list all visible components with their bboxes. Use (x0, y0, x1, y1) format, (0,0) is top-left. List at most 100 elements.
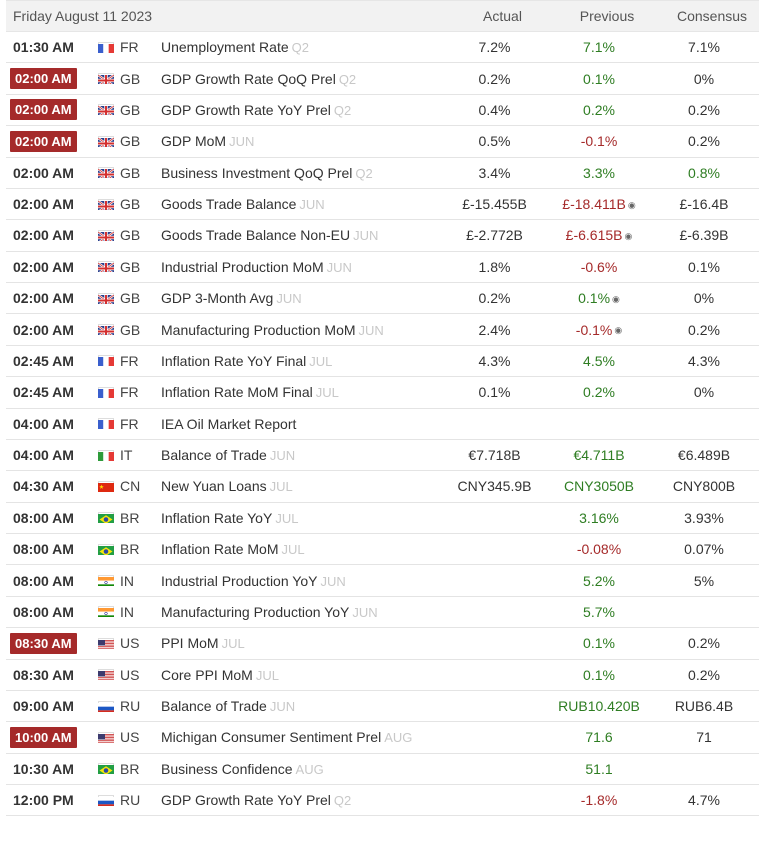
consensus-column-header[interactable]: Consensus (676, 8, 748, 24)
event-name-link[interactable]: Inflation Rate YoY (161, 509, 273, 526)
actual-value: 0.5% (478, 133, 511, 150)
event-cell[interactable]: Industrial Production YoY JUN (161, 573, 448, 589)
event-cell[interactable]: Business Investment QoQ Prel Q2 (161, 165, 448, 181)
event-row[interactable]: 08:30 AM US PPI MoM JUL 0.1% 0.2% (6, 628, 759, 660)
event-name-link[interactable]: GDP Growth Rate YoY Prel (161, 792, 331, 809)
event-name-link[interactable]: Goods Trade Balance (161, 196, 297, 213)
event-reference-period: JUL (221, 636, 245, 652)
event-cell[interactable]: IEA Oil Market Report (161, 416, 448, 432)
event-name-link[interactable]: Manufacturing Production YoY (161, 603, 350, 620)
info-circle-icon[interactable]: ◉ (614, 325, 623, 336)
consensus-value: 0.07% (684, 541, 724, 558)
event-row[interactable]: 12:00 PM RU GDP Growth Rate YoY Prel Q2 -1.8… (6, 785, 759, 817)
event-cell[interactable]: GDP Growth Rate QoQ Prel Q2 (161, 71, 448, 87)
event-row[interactable]: 02:00 AM GB Business Investment QoQ Prel Q2… (6, 158, 759, 189)
event-cell[interactable]: GDP Growth Rate YoY Prel Q2 (161, 102, 448, 118)
event-row[interactable]: 02:00 AM GB Industrial Production MoM JUN 1.… (6, 252, 759, 283)
event-name-link[interactable]: GDP MoM (161, 133, 227, 150)
event-name-link[interactable]: Inflation Rate MoM (161, 541, 279, 558)
event-row[interactable]: 08:30 AM US Core PPI MoM JUL 0.1% 0.2% (6, 660, 759, 691)
event-row[interactable]: 08:00 AM BR Inflation Rate YoY JUL 3.16% 3.93… (6, 503, 759, 534)
event-cell[interactable]: Goods Trade Balance JUN (161, 196, 448, 212)
event-time-cell: 02:00 AM (6, 322, 98, 338)
event-time: 02:00 AM (13, 196, 74, 213)
previous-value: £-6.615B (565, 227, 623, 244)
event-cell[interactable]: GDP 3-Month Avg JUN (161, 290, 448, 306)
gb-flag-icon (98, 261, 114, 273)
event-row[interactable]: 02:00 AM GB Goods Trade Balance JUN £-15.455… (6, 189, 759, 221)
event-row[interactable]: 10:00 AM US Michigan Consumer Sentiment Pr… (6, 722, 759, 754)
previous-value: CNY3050B (563, 478, 635, 495)
event-cell[interactable]: Business Confidence AUG (161, 761, 448, 777)
previous-value-cell: 4.5% (541, 353, 657, 369)
event-name-link[interactable]: Manufacturing Production MoM (161, 321, 356, 338)
event-name-link[interactable]: Industrial Production MoM (161, 258, 324, 275)
previous-value: €4.711B (573, 447, 625, 464)
consensus-value: RUB6.4B (674, 698, 734, 715)
event-row[interactable]: 02:00 AM GB Manufacturing Production MoM JU… (6, 314, 759, 346)
consensus-value: 0% (693, 70, 715, 87)
event-row[interactable]: 02:00 AM GB GDP Growth Rate YoY Prel Q2 0.4%… (6, 95, 759, 127)
event-row[interactable]: 04:00 AM IT Balance of Trade JUN €7.718B €4.7… (6, 440, 759, 472)
event-row[interactable]: 09:00 AM RU Balance of Trade JUN RUB10.420B R… (6, 691, 759, 723)
event-row[interactable]: 04:30 AM CN New Yuan Loans JUL CNY345.9B CNY3… (6, 471, 759, 503)
event-name-link[interactable]: Business Confidence (161, 760, 293, 777)
event-cell[interactable]: GDP Growth Rate YoY Prel Q2 (161, 792, 448, 808)
event-row[interactable]: 01:30 AM FR Unemployment Rate Q2 7.2% 7.1% 7.1… (6, 32, 759, 64)
event-name-link[interactable]: Michigan Consumer Sentiment Prel (161, 729, 382, 746)
event-time: 02:00 AM (13, 258, 74, 275)
event-cell[interactable]: Balance of Trade JUN (161, 698, 448, 714)
event-cell[interactable]: Michigan Consumer Sentiment Prel AUG (161, 729, 448, 745)
event-name-link[interactable]: PPI MoM (161, 635, 219, 652)
info-circle-icon[interactable]: ◉ (627, 199, 636, 210)
event-cell[interactable]: GDP MoM JUN (161, 133, 448, 149)
event-cell[interactable]: Industrial Production MoM JUN (161, 259, 448, 275)
event-name-link[interactable]: GDP 3-Month Avg (161, 290, 274, 307)
event-cell[interactable]: Core PPI MoM JUL (161, 667, 448, 683)
previous-value: £-18.411B (562, 196, 626, 213)
event-cell[interactable]: Inflation Rate MoM JUL (161, 541, 448, 557)
info-circle-icon[interactable]: ◉ (612, 293, 620, 304)
event-cell[interactable]: Manufacturing Production MoM JUN (161, 322, 448, 338)
event-name-link[interactable]: GDP Growth Rate QoQ Prel (161, 70, 336, 87)
event-row[interactable]: 02:00 AM GB GDP Growth Rate QoQ Prel Q2 0.2%… (6, 63, 759, 95)
event-cell[interactable]: Inflation Rate YoY JUL (161, 510, 448, 526)
event-cell[interactable]: Balance of Trade JUN (161, 447, 448, 463)
event-name-link[interactable]: New Yuan Loans (161, 478, 267, 495)
info-circle-icon[interactable]: ◉ (624, 231, 633, 242)
event-name-link[interactable]: Goods Trade Balance Non-EU (161, 227, 351, 244)
event-name-link[interactable]: Unemployment Rate (161, 39, 289, 56)
consensus-value: 0.8% (688, 164, 720, 181)
event-row[interactable]: 02:45 AM FR Inflation Rate MoM Final JUL 0.1… (6, 377, 759, 409)
event-row[interactable]: 04:00 AM FR IEA Oil Market Report (6, 409, 759, 440)
event-name-link[interactable]: GDP Growth Rate YoY Prel (161, 101, 331, 118)
previous-column-header[interactable]: Previous (579, 8, 635, 24)
event-name-link[interactable]: Industrial Production YoY (161, 572, 318, 589)
event-time: 08:00 AM (13, 509, 74, 526)
actual-column-header[interactable]: Actual (483, 8, 522, 24)
event-name-link[interactable]: Inflation Rate MoM Final (161, 384, 313, 401)
event-row[interactable]: 02:00 AM GB GDP MoM JUN 0.5% -0.1% 0.2% (6, 126, 759, 158)
event-name-link[interactable]: Business Investment QoQ Prel (161, 164, 353, 181)
event-name-link[interactable]: Balance of Trade (161, 698, 267, 715)
event-cell[interactable]: Inflation Rate YoY Final JUL (161, 353, 448, 369)
event-row[interactable]: 02:45 AM FR Inflation Rate YoY Final JUL 4.3… (6, 346, 759, 378)
event-name-link[interactable]: Core PPI MoM (161, 666, 253, 683)
event-name-link[interactable]: IEA Oil Market Report (161, 415, 297, 432)
event-time-cell: 08:00 AM (6, 510, 98, 526)
event-cell[interactable]: PPI MoM JUL (161, 635, 448, 651)
event-row[interactable]: 10:30 AM BR Business Confidence AUG 51.1 (6, 754, 759, 785)
event-name-link[interactable]: Inflation Rate YoY Final (161, 352, 307, 369)
event-row[interactable]: 08:00 AM IN Industrial Production YoY JUN 5.… (6, 565, 759, 597)
event-cell[interactable]: Goods Trade Balance Non-EU JUN (161, 227, 448, 243)
event-cell[interactable]: Inflation Rate MoM Final JUL (161, 384, 448, 400)
event-name-link[interactable]: Balance of Trade (161, 447, 267, 464)
event-row[interactable]: 02:00 AM GB GDP 3-Month Avg JUN 0.2% 0.1% ◉ 0% (6, 283, 759, 315)
event-cell[interactable]: New Yuan Loans JUL (161, 478, 448, 494)
event-cell[interactable]: Manufacturing Production YoY JUN (161, 604, 448, 620)
it-flag-icon (98, 450, 114, 461)
event-cell[interactable]: Unemployment Rate Q2 (161, 39, 448, 55)
event-row[interactable]: 02:00 AM GB Goods Trade Balance Non-EU JUN £… (6, 220, 759, 252)
event-row[interactable]: 08:00 AM BR Inflation Rate MoM JUL -0.08% 0.0… (6, 534, 759, 566)
event-row[interactable]: 08:00 AM IN Manufacturing Production YoY JU… (6, 597, 759, 629)
